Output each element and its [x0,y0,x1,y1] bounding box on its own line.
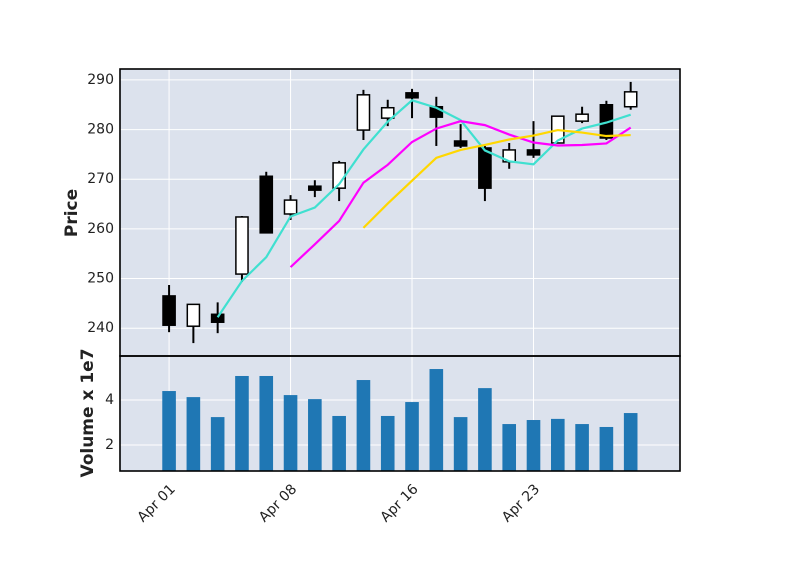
volume-bar [308,399,322,471]
y-tick-label: 280 [87,122,114,138]
candle-body [356,94,371,131]
candle-body [623,91,638,108]
y-axis-label: Price [62,189,82,237]
y-tick-label: 240 [87,320,114,336]
volume-bar [283,395,298,471]
volume-bar [526,420,541,471]
volume-frame [119,355,681,472]
moving-average-line [216,99,632,318]
volume-bar [380,415,395,471]
volume-bar [550,418,565,471]
volume-bar [502,424,517,471]
candle-body [380,106,395,119]
volume-bar [478,388,492,471]
candle-body [478,147,492,189]
y-tick-label: 270 [87,171,114,187]
x-tick-label: Apr 08 [256,481,300,525]
volume-bar [623,413,638,471]
candle-body [405,92,419,99]
volume-bar [186,397,201,471]
volume-bar [259,375,274,471]
candle-body [308,185,322,191]
y-tick-label: 260 [87,221,114,237]
moving-average-line [289,120,632,268]
y-tick-label: 290 [87,72,114,88]
volume-bar [162,391,176,471]
volume-bar [453,417,468,471]
volume-bar [210,417,225,471]
volume-bar [332,415,346,471]
y-tick-label: 250 [87,271,114,287]
candle-body [162,295,176,326]
volume-tick-label: 2 [105,437,114,453]
volume-bar [356,380,371,471]
candle-body [283,199,298,215]
volume-bar [575,424,589,471]
volume-tick-label: 4 [105,392,114,408]
volume-bar [599,426,614,471]
candle-body [235,216,249,275]
volume-panel [120,356,680,471]
candle-body [526,149,541,156]
candle-body [210,313,225,323]
x-tick-label: Apr 23 [499,481,543,525]
x-tick-label: Apr 16 [377,481,421,525]
moving-average-line [362,128,631,229]
volume-bar [429,369,444,471]
volume-axis-label: Volume x 1e7 [78,348,98,477]
volume-bar [405,402,419,471]
candle-body [259,175,274,234]
candle-body [186,303,201,327]
candle-body [575,113,589,122]
candle-body [453,140,468,147]
x-tick-label: Apr 01 [135,481,179,525]
volume-bar [235,375,249,471]
